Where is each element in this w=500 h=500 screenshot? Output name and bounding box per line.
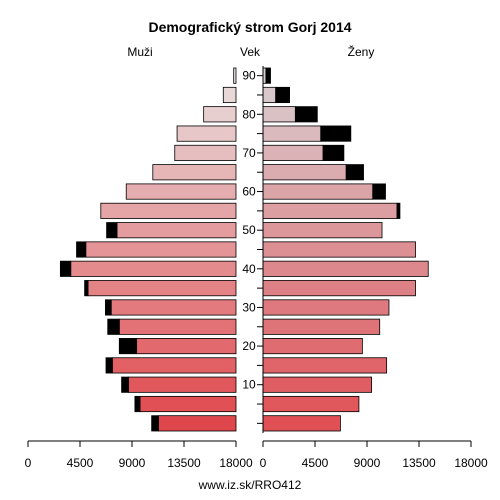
female-bar-45-49 [262, 241, 416, 258]
male-bar-35-39 [87, 280, 237, 297]
right-x-tick-label: 4500 [302, 456, 329, 470]
female-bar-40-44 [262, 260, 429, 277]
female-bar-25-29 [262, 318, 381, 335]
female-bar-75-79 [262, 125, 322, 142]
female-excess-bar-90+ [265, 67, 271, 84]
male-bar-50-54 [116, 222, 237, 239]
male-bar-30-34 [110, 299, 237, 316]
female-excess-bar-60-64 [372, 183, 386, 200]
male-bar-80-84 [203, 106, 237, 123]
male-bar-45-49 [85, 241, 237, 258]
female-excess-bar-65-69 [345, 164, 364, 181]
left-x-tick-label: 18000 [219, 456, 253, 470]
female-bar-50-54 [262, 222, 383, 239]
right-x-tick-label: 13500 [402, 456, 436, 470]
male-bars [59, 67, 237, 432]
male-bar-25-29 [118, 318, 237, 335]
female-bar-60-64 [262, 183, 374, 200]
male-bar-0-4 [158, 415, 237, 432]
female-excess-bar-80-84 [294, 106, 318, 123]
male-bar-15-19 [111, 357, 237, 374]
age-tick-label: 60 [242, 185, 256, 199]
female-bar-30-34 [262, 299, 390, 316]
age-tick-label: 70 [242, 146, 256, 160]
left-x-tick-label: 13500 [167, 456, 201, 470]
right-series-label: Ženy [348, 44, 375, 59]
male-excess-bar-50-54 [106, 222, 118, 239]
female-bar-35-39 [262, 280, 416, 297]
female-bar-55-59 [262, 202, 398, 219]
chart-title: Demografický strom Gorj 2014 [148, 19, 351, 35]
male-bar-85-89 [222, 86, 237, 104]
source-label: www.iz.sk/RRO412 [198, 478, 302, 492]
male-bar-75-79 [176, 125, 237, 142]
male-excess-bar-20-24 [118, 338, 138, 355]
male-bar-60-64 [125, 183, 237, 200]
age-axis-label: Vek [240, 45, 261, 59]
right-x-tick-label: 18000 [454, 456, 488, 470]
male-excess-bar-30-34 [105, 299, 112, 316]
female-bar-5-9 [262, 395, 360, 413]
female-bars [262, 67, 429, 432]
female-bar-65-69 [262, 164, 347, 181]
male-bar-20-24 [136, 338, 237, 355]
female-bar-70-74 [262, 144, 324, 161]
female-bar-20-24 [262, 338, 363, 355]
female-excess-bar-55-59 [396, 202, 401, 219]
female-bar-0-4 [262, 415, 341, 432]
male-excess-bar-45-49 [76, 241, 87, 258]
female-excess-bar-85-89 [275, 86, 290, 104]
age-tick-label: 50 [242, 223, 256, 237]
right-x-tick-label: 0 [260, 456, 267, 470]
male-excess-bar-35-39 [84, 280, 89, 297]
female-bar-85-89 [262, 86, 277, 104]
male-bar-65-69 [152, 164, 237, 181]
left-series-label: Muži [127, 45, 152, 59]
female-bar-10-14 [262, 376, 373, 393]
right-x-tick-label: 9000 [354, 456, 381, 470]
female-bar-15-19 [262, 357, 388, 374]
age-tick-label: 80 [242, 107, 256, 121]
age-tick-label: 30 [242, 300, 256, 314]
male-excess-bar-0-4 [151, 415, 159, 432]
age-tick-label: 20 [242, 339, 256, 353]
male-bar-90+ [233, 67, 237, 84]
age-tick-label: 10 [242, 378, 256, 392]
axes [27, 66, 472, 447]
age-tick-label: 40 [242, 262, 256, 276]
male-bar-70-74 [174, 144, 237, 161]
left-x-tick-label: 9000 [119, 456, 146, 470]
male-excess-bar-40-44 [59, 260, 72, 277]
age-tick-label: 90 [242, 69, 256, 83]
female-excess-bar-70-74 [322, 144, 345, 161]
male-excess-bar-25-29 [107, 318, 120, 335]
female-bar-80-84 [262, 106, 296, 123]
male-excess-bar-5-9 [134, 395, 141, 413]
male-excess-bar-10-14 [121, 376, 129, 393]
tick-labels: 18000 0 13500 4500 9000 9000 4500 13500 0 18000 10… [25, 69, 488, 470]
male-bar-55-59 [100, 202, 237, 219]
left-x-tick-label: 0 [25, 456, 32, 470]
male-bar-10-14 [128, 376, 237, 393]
left-x-tick-label: 4500 [67, 456, 94, 470]
male-bar-5-9 [139, 395, 237, 413]
female-excess-bar-75-79 [320, 125, 352, 142]
male-bar-40-44 [70, 260, 237, 277]
male-excess-bar-15-19 [105, 357, 113, 374]
